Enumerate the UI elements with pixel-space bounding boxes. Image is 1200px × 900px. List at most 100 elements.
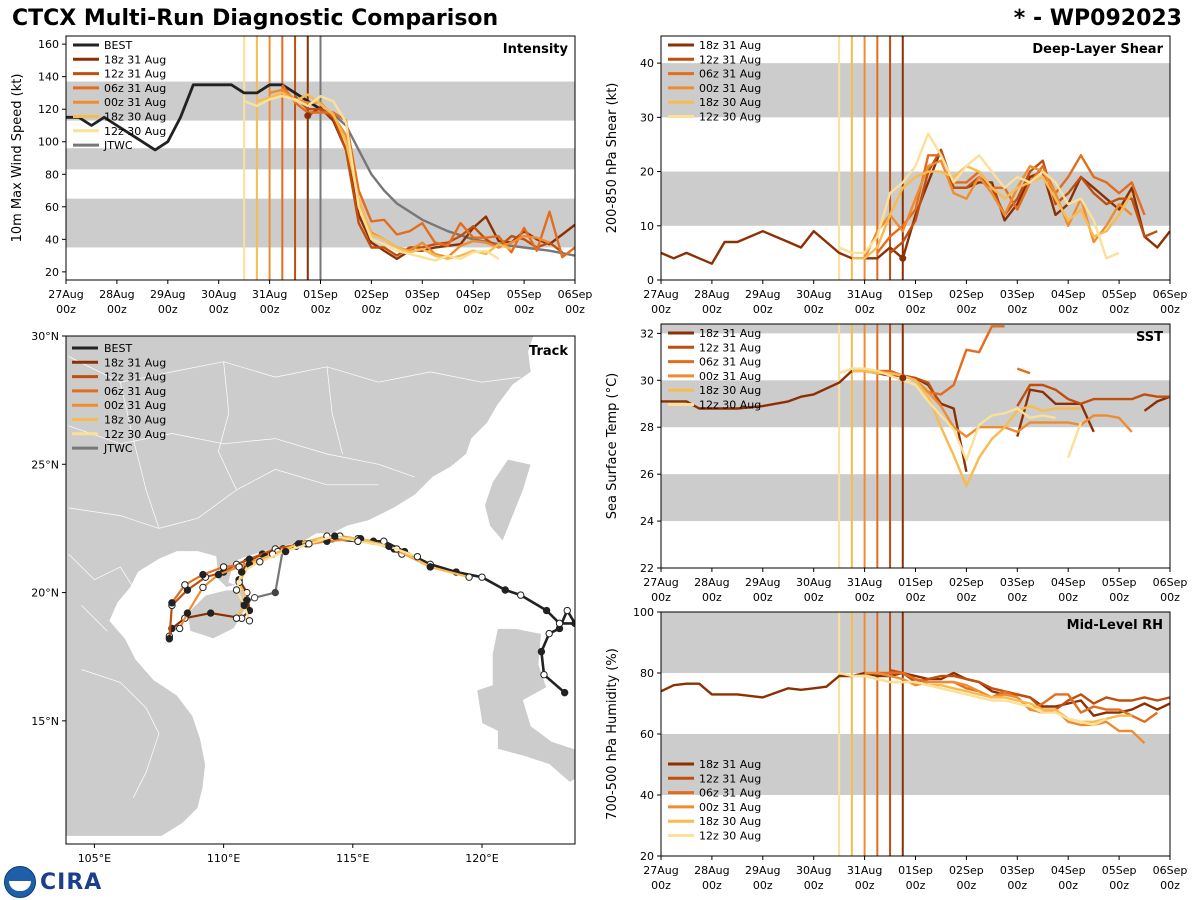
sst-legend-label-18z-30-aug: 18z 30 Aug xyxy=(699,384,761,397)
shear-legend-label-06z-31-aug: 06z 31 Aug xyxy=(699,68,761,81)
shear-ytick-label: 20 xyxy=(640,166,654,179)
border-line xyxy=(119,382,160,529)
shear-series-18z-30-aug xyxy=(851,164,1133,260)
track-point-12z-30-aug xyxy=(305,540,313,548)
intensity-xtick-day: 30Aug xyxy=(201,288,236,301)
shear-xtick-hour: 00z xyxy=(855,303,875,316)
track-point-best xyxy=(537,647,546,656)
rh-legend-label-18z-30-aug: 18z 30 Aug xyxy=(699,815,761,828)
track-ytick-label: 15°N xyxy=(31,715,59,728)
track-point-06z-31-aug xyxy=(168,599,176,607)
intensity-series-12z-30-aug xyxy=(243,95,500,262)
track-point-best xyxy=(501,586,509,594)
track-point-12z-30-aug xyxy=(354,537,362,545)
track-point-12z-31-aug xyxy=(165,635,174,643)
sst-xtick-day: 29Aug xyxy=(745,576,780,589)
track-point-18z-30-aug xyxy=(426,563,435,571)
sst-xtick-hour: 00z xyxy=(651,591,671,604)
rh-xtick-hour: 00z xyxy=(1109,879,1129,892)
shear-xtick-day: 06Sep xyxy=(1153,288,1188,301)
shear-xtick-day: 05Sep xyxy=(1102,288,1137,301)
track-legend-label-12z-30-aug: 12z 30 Aug xyxy=(104,428,166,441)
intensity-xtick-hour: 00z xyxy=(565,303,585,316)
rh-panel: 20 40 60 80 100 27Aug 00z 28Aug 00z 29Aug 00z 30Aug… xyxy=(605,606,1187,892)
track-frame xyxy=(65,335,576,845)
sst-band-0 xyxy=(661,474,1170,522)
border-line xyxy=(81,669,160,798)
shear-xtick-hour: 00z xyxy=(804,303,824,316)
border-line xyxy=(68,553,134,588)
rh-xtick-day: 06Sep xyxy=(1153,864,1188,877)
rh-xtick-hour: 00z xyxy=(1007,879,1027,892)
intensity-xtick-day: 29Aug xyxy=(150,288,185,301)
sst-xtick-day: 04Sep xyxy=(1051,576,1086,589)
sst-legend-label-00z-31-aug: 00z 31 Aug xyxy=(699,370,761,383)
shear-xtick-day: 03Sep xyxy=(1000,288,1035,301)
sst-legend-label-18z-31-aug: 18z 31 Aug xyxy=(699,327,761,340)
track-series-12z-31-aug xyxy=(168,537,333,639)
intensity-panel-label: Intensity xyxy=(503,42,569,57)
sst-ytick-label: 22 xyxy=(640,562,654,575)
track-point-best xyxy=(560,688,569,697)
track-map-area xyxy=(66,336,575,844)
track-point-00z-31-aug xyxy=(199,583,207,592)
rh-series-18z-31-aug xyxy=(661,671,1170,717)
track-point-18z-31-aug xyxy=(206,609,215,617)
intensity-series-18z-30-aug xyxy=(256,91,512,261)
track-point-00z-31-aug xyxy=(175,624,184,633)
intensity-legend-label-best: BEST xyxy=(104,39,132,52)
rh-ytick-label: 60 xyxy=(640,728,654,741)
intensity-xtick-day: 04Sep xyxy=(456,288,491,301)
shear-ytick-label: 0 xyxy=(647,274,654,287)
track-point-best xyxy=(517,591,525,599)
intensity-legend-label-00z-31-aug: 00z 31 Aug xyxy=(104,96,166,109)
sst-series-12z-30-aug xyxy=(838,367,1083,462)
taiwan-island xyxy=(484,458,532,543)
intensity-legend-label-jtwc: JTWC xyxy=(103,139,133,152)
intensity-xtick-hour: 00z xyxy=(260,303,280,316)
shear-xtick-day: 27Aug xyxy=(643,288,678,301)
sst-xtick-hour: 00z xyxy=(1109,591,1129,604)
intensity-panel: 20 40 60 80 100 120 140 160 27Aug 00z 28Aug 00z 29Au… xyxy=(10,35,592,316)
border-line xyxy=(81,605,108,632)
rh-legend-label-12z-30-aug: 12z 30 Aug xyxy=(699,830,761,843)
page-title: CTCX Multi-Run Diagnostic Comparison xyxy=(12,6,499,31)
border-line xyxy=(68,356,521,383)
track-xtick-label: 115°E xyxy=(336,852,369,865)
shear-xtick-day: 29Aug xyxy=(745,288,780,301)
shear-xtick-hour: 00z xyxy=(651,303,671,316)
intensity-series-best xyxy=(66,83,322,152)
rh-ylabel: 700-500 hPa Humidity (%) xyxy=(605,648,620,820)
sst-xtick-hour: 00z xyxy=(1058,591,1078,604)
track-point-12z-30-aug xyxy=(245,617,254,625)
shear-ytick-label: 10 xyxy=(640,220,654,233)
track-ytick-label: 30°N xyxy=(31,330,59,343)
track-xtick-label: 120°E xyxy=(465,852,498,865)
rh-xtick-day: 02Sep xyxy=(949,864,984,877)
shear-panel-label: Deep-Layer Shear xyxy=(1032,42,1163,57)
border-line xyxy=(68,425,415,478)
intensity-legend-label-12z-31-aug: 12z 31 Aug xyxy=(104,68,166,81)
sst-xtick-day: 06Sep xyxy=(1153,576,1188,589)
sst-legend-label-12z-30-aug: 12z 30 Aug xyxy=(699,399,761,412)
cira-wordmark: CIRA xyxy=(40,869,103,895)
track-point-best xyxy=(555,619,564,628)
intensity-xtick-hour: 00z xyxy=(56,303,76,316)
sst-xtick-hour: 00z xyxy=(906,591,926,604)
sst-ytick-label: 30 xyxy=(640,374,654,387)
track-legend-label-18z-30-aug: 18z 30 Aug xyxy=(104,414,166,427)
shear-band-1 xyxy=(661,63,1170,118)
intensity-xtick-day: 02Sep xyxy=(354,288,389,301)
rh-xtick-day: 27Aug xyxy=(643,864,678,877)
track-ytick-label: 25°N xyxy=(31,458,59,471)
intensity-ytick-label: 80 xyxy=(45,168,59,181)
shear-series-18z-31-aug xyxy=(661,148,1170,265)
shear-legend-label-12z-31-aug: 12z 31 Aug xyxy=(699,53,761,66)
sst-xtick-hour: 00z xyxy=(957,591,977,604)
rh-xtick-day: 29Aug xyxy=(745,864,780,877)
rh-series-12z-31-aug xyxy=(889,668,1170,711)
intensity-xtick-hour: 00z xyxy=(158,303,178,316)
sst-xtick-hour: 00z xyxy=(1007,591,1027,604)
intensity-xtick-hour: 00z xyxy=(412,303,432,316)
